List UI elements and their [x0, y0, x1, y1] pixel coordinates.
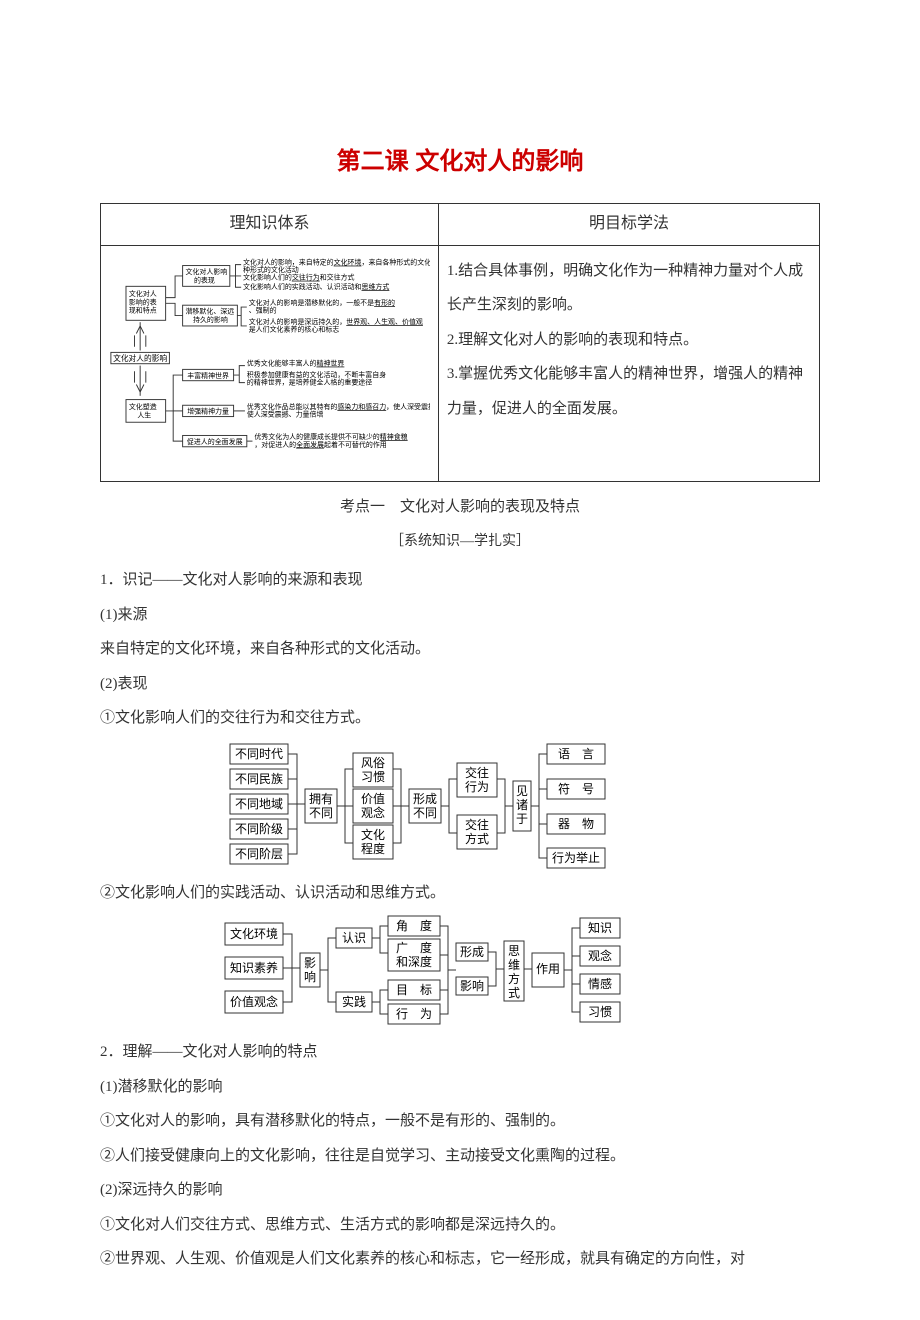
svg-text:见: 见	[516, 784, 528, 798]
s3-p3: ②人们接受健康向上的文化影响，往往是自觉学习、主动接受文化熏陶的过程。	[100, 1142, 820, 1171]
svg-text:现和特点: 现和特点	[129, 306, 157, 315]
svg-text:持久的影响: 持久的影响	[193, 315, 228, 324]
svg-text:程度: 程度	[361, 841, 385, 856]
svg-text:广 度: 广 度	[396, 940, 432, 955]
svg-text:形成: 形成	[413, 792, 437, 806]
svg-text:不同阶级: 不同阶级	[235, 822, 283, 836]
svg-text:不同阶层: 不同阶层	[235, 847, 283, 861]
kp1-heading: 考点一 文化对人影响的表现及特点	[100, 494, 820, 521]
svg-text:文化对人: 文化对人	[129, 289, 157, 298]
svg-text:影: 影	[304, 956, 316, 970]
svg-text:价值观念: 价值观念	[230, 994, 278, 1009]
svg-text:维: 维	[508, 958, 520, 972]
svg-text:文化环境: 文化环境	[230, 926, 278, 941]
svg-text:角 度: 角 度	[396, 918, 432, 933]
svg-text:认识: 认识	[342, 931, 366, 945]
svg-text:文化塑造: 文化塑造	[129, 402, 157, 411]
kp1-sub: ［系统知识—学扎实］	[100, 529, 820, 554]
svg-text:影响: 影响	[460, 978, 484, 993]
s3-h: 2．理解——文化对人影响的特点	[100, 1038, 820, 1067]
svg-text:语 言: 语 言	[558, 747, 594, 761]
svg-text:文化对人影响: 文化对人影响	[185, 267, 227, 276]
s3-p4: (2)深远持久的影响	[100, 1176, 820, 1205]
lesson-title: 第二课 文化对人的影响	[100, 140, 820, 183]
svg-text:行为: 行为	[465, 780, 489, 794]
svg-text:器 物: 器 物	[558, 817, 594, 831]
svg-text:价值: 价值	[361, 791, 385, 806]
s2-p: ②文化影响人们的实践活动、认识活动和思维方式。	[100, 879, 820, 908]
right-header: 明目标学法	[438, 204, 819, 246]
svg-text:目 标: 目 标	[396, 983, 432, 997]
svg-text:方: 方	[508, 971, 520, 986]
svg-text:行 为: 行 为	[396, 1007, 432, 1021]
tree-cell: 文化对人的影响 文化对人 影响的表 现和特点 文化塑造 人生	[101, 245, 439, 481]
svg-text:思: 思	[508, 944, 520, 958]
svg-text:不同: 不同	[309, 806, 333, 820]
s1-p1: (1)来源	[100, 601, 820, 630]
svg-text:观念: 观念	[588, 948, 612, 963]
svg-text:人生: 人生	[137, 411, 151, 420]
svg-text:文化对人的影响: 文化对人的影响	[113, 353, 167, 363]
svg-text:响: 响	[304, 969, 316, 984]
svg-text:丰富精神世界: 丰富精神世界	[187, 371, 229, 380]
svg-text:交往: 交往	[465, 817, 489, 832]
s1-h: 1．识记——文化对人影响的来源和表现	[100, 566, 820, 595]
s3-p5: ①文化对人们交往方式、思维方式、生活方式的影响都是深远持久的。	[100, 1211, 820, 1240]
svg-text:式: 式	[508, 986, 520, 1000]
goals-cell: 1.结合具体事例，明确文化作为一种精神力量对个人成长产生深刻的影响。 2.理解文…	[438, 245, 819, 481]
svg-text:于: 于	[516, 812, 528, 826]
svg-text:知识: 知识	[588, 921, 612, 935]
svg-text:潜移默化、深远: 潜移默化、深远	[185, 307, 234, 316]
svg-text:不同民族: 不同民族	[235, 772, 283, 786]
s1-p2: 来自特定的文化环境，来自各种形式的文化活动。	[100, 635, 820, 664]
svg-text:交往: 交往	[465, 765, 489, 780]
diagram-2: 文化环境 知识素养 价值观念 影 响 认识 实践 角 度 广 度和深度 目 标 …	[220, 913, 700, 1028]
svg-text:促进人的全面发展: 促进人的全面发展	[187, 437, 243, 446]
svg-text:增强精神力量: 增强精神力量	[187, 407, 229, 416]
svg-text:行为举止: 行为举止	[552, 851, 600, 865]
svg-text:风俗: 风俗	[361, 756, 385, 770]
svg-text:、强制的: 、强制的	[249, 306, 277, 315]
svg-text:使人深受震撼、力量倍增: 使人深受震撼、力量倍增	[247, 410, 324, 419]
knowledge-tree-diagram: 文化对人的影响 文化对人 影响的表 现和特点 文化塑造 人生	[109, 254, 430, 464]
svg-text:是人们文化素养的核心和标志: 是人们文化素养的核心和标志	[249, 325, 340, 334]
svg-text:作用: 作用	[536, 962, 560, 976]
svg-text:习惯: 习惯	[588, 1004, 612, 1019]
svg-text:文化: 文化	[361, 827, 385, 842]
s1-p4: ①文化影响人们的交往行为和交往方式。	[100, 704, 820, 733]
svg-text:符 号: 符 号	[558, 781, 594, 796]
svg-text:的表现: 的表现	[194, 276, 215, 285]
svg-text:观念: 观念	[361, 805, 385, 820]
svg-text:优秀文化能够丰富人的精神世界: 优秀文化能够丰富人的精神世界	[247, 359, 345, 368]
diagram-1: 不同时代 不同民族 不同地域 不同阶级 不同阶层 拥有 不同 风俗习惯 价值观念…	[225, 739, 695, 869]
svg-text:的精神世界，是培养健全人格的重要途径: 的精神世界，是培养健全人格的重要途径	[247, 377, 372, 386]
svg-text:不同: 不同	[413, 806, 437, 820]
s3-p6: ②世界观、人生观、价值观是人们文化素养的核心和标志，它一经形成，就具有确定的方向…	[100, 1245, 820, 1274]
svg-text:实践: 实践	[342, 994, 366, 1009]
svg-text:和深度: 和深度	[396, 954, 432, 969]
svg-text:习惯: 习惯	[361, 769, 385, 784]
s3-p2: ①文化对人的影响，具有潜移默化的特点，一般不是有形的、强制的。	[100, 1107, 820, 1136]
svg-text:影响的表: 影响的表	[129, 297, 157, 306]
svg-text:拥有: 拥有	[309, 792, 333, 806]
top-table: 理知识体系 明目标学法 文化对人的影响 文化对人 影响的表 现和特点 文化塑造	[100, 203, 820, 482]
svg-text:，对促进人的全面发展起着不可替代的作用: ，对促进人的全面发展起着不可替代的作用	[254, 440, 386, 449]
svg-text:方式: 方式	[465, 831, 489, 846]
left-header: 理知识体系	[101, 204, 439, 246]
goal-3: 3.掌握优秀文化能够丰富人的精神世界，增强人的精神力量，促进人的全面发展。	[447, 357, 811, 426]
svg-text:知识素养: 知识素养	[230, 960, 278, 975]
svg-text:不同时代: 不同时代	[235, 747, 283, 761]
svg-text:形成: 形成	[460, 945, 484, 959]
svg-text:情感: 情感	[588, 976, 612, 991]
goal-1: 1.结合具体事例，明确文化作为一种精神力量对个人成长产生深刻的影响。	[447, 254, 811, 323]
svg-text:文化影响人们的实践活动、认识活动和思维方式: 文化影响人们的实践活动、认识活动和思维方式	[243, 282, 389, 291]
svg-text:文化影响人们的交往行为和交往方式: 文化影响人们的交往行为和交往方式	[243, 273, 355, 282]
svg-text:诸: 诸	[516, 798, 528, 812]
svg-text:不同地域: 不同地域	[235, 797, 283, 811]
s3-p1: (1)潜移默化的影响	[100, 1073, 820, 1102]
s1-p3: (2)表现	[100, 670, 820, 699]
goal-2: 2.理解文化对人的影响的表现和特点。	[447, 323, 811, 358]
